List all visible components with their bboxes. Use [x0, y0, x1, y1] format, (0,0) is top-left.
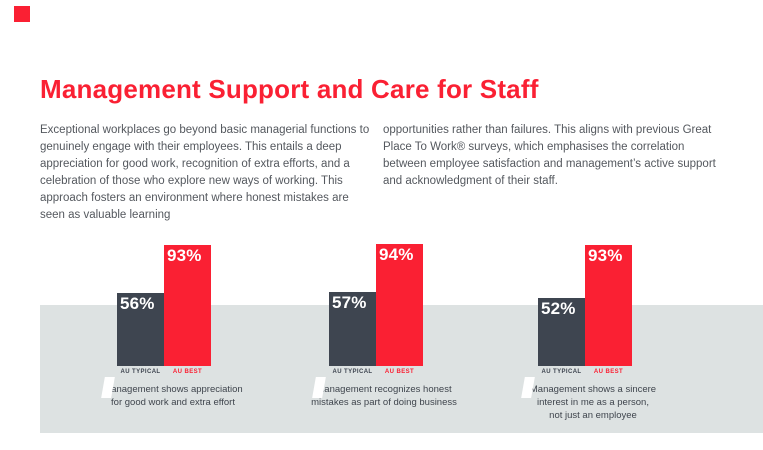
- bar-chart-sincere-interest: 52% 93% AU TYPICAL AU BEST: [538, 245, 632, 375]
- bar-au-best: 93%: [164, 245, 211, 366]
- bar-value-label: 93%: [167, 246, 202, 265]
- intro-text: Exceptional workplaces go beyond basic m…: [40, 122, 729, 224]
- category-labels: AU TYPICAL AU BEST: [329, 369, 423, 375]
- bar-value-label: 57%: [332, 293, 367, 312]
- bar-au-typical: 56%: [117, 293, 164, 366]
- category-au-best: AU BEST: [172, 369, 203, 375]
- bar-au-typical: 57%: [329, 292, 376, 366]
- quote-icon: [303, 377, 329, 399]
- caption-line: mistakes as part of doing business: [311, 397, 457, 408]
- quote-icon: [92, 377, 118, 399]
- caption-line: not just an employee: [549, 410, 637, 421]
- brand-logo-icon: [14, 6, 30, 22]
- bar-value-label: 56%: [120, 294, 155, 313]
- category-au-typical: AU TYPICAL: [120, 369, 161, 375]
- caption-line: Management recognizes honest: [316, 384, 452, 395]
- bar-value-label: 52%: [541, 299, 576, 318]
- bar-value-label: 94%: [379, 245, 414, 264]
- bar-group: 57% 94%: [329, 244, 423, 366]
- bar-au-best: 94%: [376, 244, 423, 366]
- category-au-best: AU BEST: [384, 369, 415, 375]
- intro-paragraph-right: opportunities rather than failures. This…: [383, 124, 716, 187]
- quote-icon: [512, 377, 538, 399]
- category-au-best: AU BEST: [593, 369, 624, 375]
- bar-au-typical: 52%: [538, 298, 585, 366]
- caption-line: interest in me as a person,: [537, 397, 649, 408]
- chart-caption-honest-mistakes: Management recognizes honest mistakes as…: [299, 377, 469, 409]
- category-au-typical: AU TYPICAL: [541, 369, 582, 375]
- chart-caption-sincere-interest: Management shows a sincere interest in m…: [508, 377, 678, 422]
- category-labels: AU TYPICAL AU BEST: [117, 369, 211, 375]
- bar-group: 52% 93%: [538, 245, 632, 366]
- caption-line: Management shows appreciation: [103, 384, 243, 395]
- chart-caption-appreciation: Management shows appreciation for good w…: [88, 377, 258, 409]
- category-labels: AU TYPICAL AU BEST: [538, 369, 632, 375]
- category-au-typical: AU TYPICAL: [332, 369, 373, 375]
- caption-line: Management shows a sincere: [529, 384, 657, 395]
- caption-line: for good work and extra effort: [111, 397, 235, 408]
- page-title: Management Support and Care for Staff: [40, 74, 539, 104]
- bar-chart-appreciation: 56% 93% AU TYPICAL AU BEST: [117, 245, 211, 375]
- bar-au-best: 93%: [585, 245, 632, 366]
- bar-chart-honest-mistakes: 57% 94% AU TYPICAL AU BEST: [329, 244, 423, 375]
- bar-value-label: 93%: [588, 246, 623, 265]
- bar-group: 56% 93%: [117, 245, 211, 366]
- intro-paragraph-left: Exceptional workplaces go beyond basic m…: [40, 124, 370, 221]
